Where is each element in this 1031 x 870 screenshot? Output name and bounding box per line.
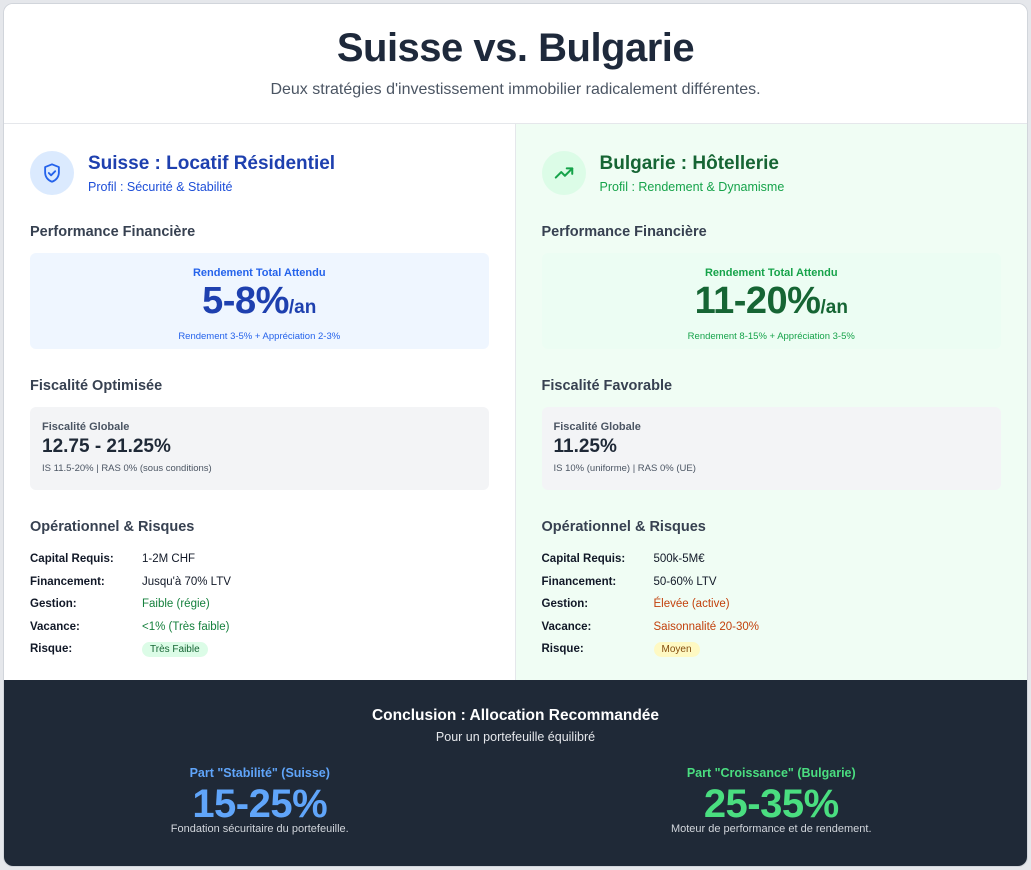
ops-key: Vacance: bbox=[541, 620, 592, 633]
ops-value: 500k-5M€ bbox=[653, 553, 705, 566]
bulgaria-perf-label: Rendement Total Attendu bbox=[704, 267, 838, 279]
swiss-perf-detail: Rendement 3-5% + Appréciation 2-3% bbox=[178, 331, 341, 342]
bulgaria-fisc-label: Fiscalité Globale bbox=[553, 421, 641, 433]
stability-value: 15-25% bbox=[192, 782, 328, 826]
ops-value: 1-2M CHF bbox=[142, 553, 196, 566]
bulgaria-ops-row: Capital Requis: 500k-5M€ bbox=[542, 548, 1002, 571]
swiss-perf-box: Rendement Total Attendu 5-8%/an Rendemen… bbox=[30, 253, 489, 349]
swiss-perf-unit: /an bbox=[288, 297, 317, 318]
swiss-ops-row: Financement: Jusqu'à 70% LTV bbox=[30, 571, 489, 594]
bulgaria-fisc-value: 11.25% bbox=[553, 436, 617, 457]
bulgaria-perf-heading: Performance Financière bbox=[541, 224, 707, 240]
risk-badge: Très Faible bbox=[142, 641, 208, 657]
conclusion-title: Conclusion : Allocation Recommandée bbox=[371, 707, 660, 724]
bulgaria-title: Bulgarie : Hôtellerie bbox=[599, 152, 780, 174]
bulgaria-perf-unit: /an bbox=[820, 297, 848, 318]
conclusion-panel: Conclusion : Allocation Recommandée Pour… bbox=[4, 680, 1027, 866]
bulgaria-fisc-detail: IS 10% (uniforme) | RAS 0% (UE) bbox=[553, 463, 696, 474]
bulgaria-column: Bulgarie : Hôtellerie Profil : Rendement… bbox=[515, 124, 1027, 680]
growth-label: Part "Croissance" (Bulgarie) bbox=[686, 766, 856, 780]
ops-key: Gestion: bbox=[30, 598, 77, 611]
swiss-fisc-label: Fiscalité Globale bbox=[42, 421, 130, 433]
bulgaria-ops-row: Gestion: Élevée (active) bbox=[542, 593, 1002, 616]
swiss-column-header: Suisse : Locatif Résidentiel Profil : Sé… bbox=[30, 148, 489, 198]
swiss-ops-row: Gestion: Faible (régie) bbox=[30, 593, 489, 616]
swiss-ops-row: Capital Requis: 1-2M CHF bbox=[30, 548, 489, 571]
bulgaria-ops-list: Capital Requis: 500k-5M€ Financement: 50… bbox=[542, 548, 1002, 661]
swiss-ops-row: Vacance: <1% (Très faible) bbox=[30, 616, 489, 639]
stability-desc: Fondation sécuritaire du portefeuille. bbox=[170, 823, 349, 835]
bulgaria-perf-number: 11-20% bbox=[694, 280, 821, 322]
bulgaria-perf-box: Rendement Total Attendu 11-20%/an Rendem… bbox=[541, 253, 1002, 349]
ops-value: Jusqu'à 70% LTV bbox=[142, 575, 231, 588]
ops-key: Financement: bbox=[30, 575, 105, 588]
ops-value: <1% (Très faible) bbox=[142, 620, 230, 633]
growth-desc: Moteur de performance et de rendement. bbox=[670, 823, 872, 835]
risk-badge: Moyen bbox=[653, 641, 700, 657]
growth-value: 25-35% bbox=[703, 782, 839, 826]
comparison-card: Suisse vs. Bulgarie Deux stratégies d'in… bbox=[3, 3, 1028, 867]
bulgaria-fisc-heading: Fiscalité Favorable bbox=[541, 378, 673, 394]
bulgaria-perf-detail: Rendement 8-15% + Appréciation 3-5% bbox=[687, 331, 855, 342]
swiss-perf-label: Rendement Total Attendu bbox=[192, 267, 326, 279]
conclusion-subtitle: Pour un portefeuille équilibré bbox=[435, 730, 596, 744]
swiss-ops-heading: Opérationnel & Risques bbox=[30, 519, 195, 535]
swiss-ops-row: Risque: Très Faible bbox=[30, 638, 489, 661]
swiss-fisc-box: Fiscalité Globale 12.75 - 21.25% IS 11.5… bbox=[30, 407, 489, 490]
stability-label: Part "Stabilité" (Suisse) bbox=[189, 766, 330, 780]
bulgaria-ops-row: Vacance: Saisonnalité 20-30% bbox=[542, 616, 1002, 639]
swiss-profile: Profil : Sécurité & Stabilité bbox=[88, 179, 233, 194]
ops-key: Capital Requis: bbox=[30, 553, 114, 566]
bulgaria-ops-row: Risque: Moyen bbox=[542, 638, 1002, 661]
swiss-ops-list: Capital Requis: 1-2M CHF Financement: Ju… bbox=[30, 548, 489, 661]
ops-value: Élevée (active) bbox=[653, 598, 730, 611]
ops-value: 50-60% LTV bbox=[653, 575, 717, 588]
swiss-fisc-value: 12.75 - 21.25% bbox=[42, 436, 171, 457]
swiss-fisc-detail: IS 11.5-20% | RAS 0% (sous conditions) bbox=[42, 463, 212, 474]
growth-allocation: Part "Croissance" (Bulgarie) 25-35% Mote… bbox=[516, 766, 1028, 835]
page-title: Suisse vs. Bulgarie bbox=[336, 26, 695, 70]
bulgaria-fisc-box: Fiscalité Globale 11.25% IS 10% (uniform… bbox=[541, 407, 1001, 490]
trending-up-icon bbox=[541, 151, 586, 195]
page-header: Suisse vs. Bulgarie Deux stratégies d'in… bbox=[4, 4, 1027, 124]
bulgaria-ops-row: Financement: 50-60% LTV bbox=[542, 571, 1002, 594]
shield-check-icon bbox=[30, 151, 74, 195]
ops-key: Capital Requis: bbox=[541, 553, 626, 566]
bulgaria-ops-heading: Opérationnel & Risques bbox=[541, 519, 706, 535]
ops-key: Risque: bbox=[30, 643, 73, 656]
bulgaria-column-header: Bulgarie : Hôtellerie Profil : Rendement… bbox=[541, 148, 1002, 198]
ops-value: Saisonnalité 20-30% bbox=[653, 620, 760, 633]
swiss-title: Suisse : Locatif Résidentiel bbox=[88, 152, 336, 174]
swiss-perf-number: 5-8% bbox=[202, 280, 289, 322]
ops-key: Financement: bbox=[541, 575, 617, 588]
bulgaria-perf-value: 11-20%/an bbox=[542, 281, 1002, 329]
swiss-perf-value: 5-8%/an bbox=[30, 281, 489, 329]
page-subtitle: Deux stratégies d'investissement immobil… bbox=[270, 81, 761, 98]
ops-key: Risque: bbox=[541, 643, 584, 656]
allocation-row: Part "Stabilité" (Suisse) 15-25% Fondati… bbox=[4, 766, 1027, 835]
ops-value: Faible (régie) bbox=[142, 598, 210, 611]
bulgaria-profile: Profil : Rendement & Dynamisme bbox=[599, 179, 785, 194]
stability-allocation: Part "Stabilité" (Suisse) 15-25% Fondati… bbox=[4, 766, 516, 835]
swiss-fisc-heading: Fiscalité Optimisée bbox=[30, 378, 163, 394]
swiss-column: Suisse : Locatif Résidentiel Profil : Sé… bbox=[4, 124, 516, 680]
comparison-columns: Suisse : Locatif Résidentiel Profil : Sé… bbox=[4, 124, 1027, 680]
swiss-perf-heading: Performance Financière bbox=[30, 224, 196, 240]
ops-key: Gestion: bbox=[541, 598, 589, 611]
ops-key: Vacance: bbox=[30, 620, 80, 633]
